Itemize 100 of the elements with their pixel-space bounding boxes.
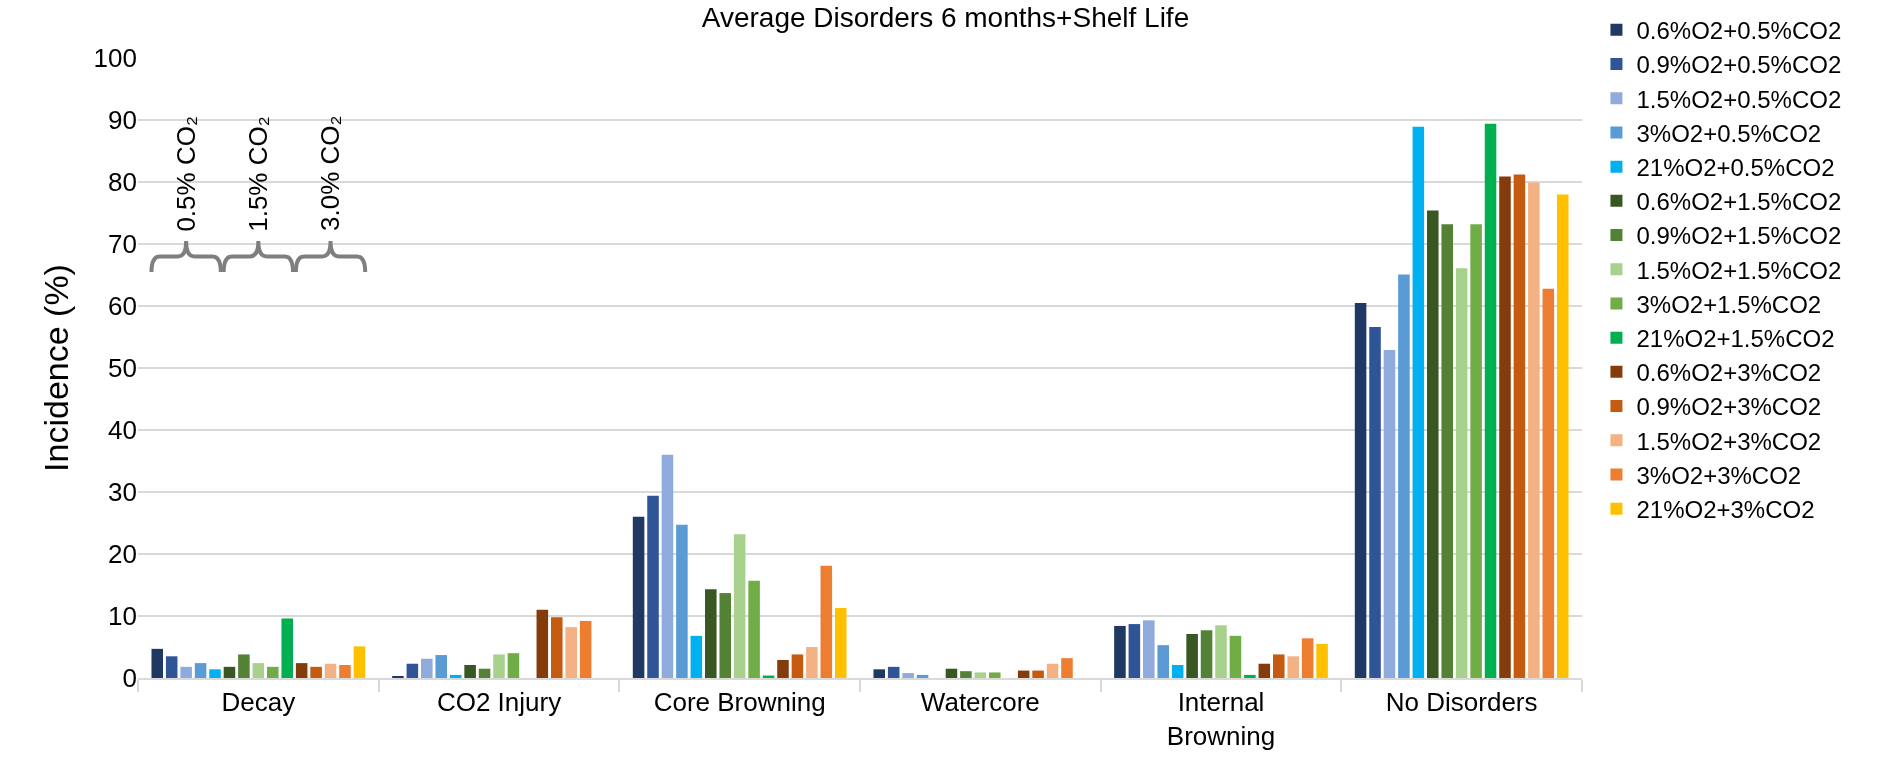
bar (887, 666, 900, 678)
bar (989, 672, 1001, 678)
bar (310, 666, 322, 678)
legend-label: 0.6%O2+1.5%CO2 (1636, 188, 1842, 216)
bar (1354, 302, 1367, 678)
bar (705, 589, 717, 678)
bar (1287, 656, 1299, 678)
bar (1369, 327, 1381, 678)
x-tick-label: No Disorders (1385, 686, 1538, 717)
bar (180, 666, 192, 678)
bar (493, 654, 505, 678)
legend-label: 0.9%O2+1.5%CO2 (1636, 222, 1842, 250)
legend-label: 1.5%O2+3%CO2 (1636, 427, 1822, 455)
bar (1499, 176, 1511, 678)
y-tick-label: 80 (108, 167, 137, 198)
bar (1229, 635, 1242, 678)
annotation: 3.0% CO₂ (315, 115, 346, 231)
bar (1484, 123, 1497, 678)
bar (1528, 182, 1540, 678)
bar (733, 534, 746, 678)
bar (267, 666, 279, 678)
bar (1200, 630, 1213, 678)
bar (507, 653, 520, 678)
legend-label: 0.9%O2+0.5%CO2 (1636, 51, 1842, 79)
bar (1046, 663, 1059, 678)
y-tick-label: 10 (108, 601, 137, 632)
x-tick-label: CO2 Injury (436, 686, 562, 717)
bar (1412, 126, 1425, 678)
bar (690, 635, 703, 678)
bar (194, 663, 207, 678)
bar (1470, 224, 1482, 678)
legend-label: 0.6%O2+3%CO2 (1636, 359, 1822, 387)
bar (1301, 638, 1314, 678)
bar (676, 524, 688, 678)
y-axis-title: Incidence (%) (37, 264, 76, 472)
bar (719, 593, 731, 678)
bar (916, 674, 929, 678)
y-tick-label: 90 (108, 105, 137, 136)
bar (1186, 633, 1198, 678)
bar (1157, 645, 1170, 678)
y-tick-label: 60 (108, 291, 137, 322)
bar (1032, 670, 1044, 678)
bar (1171, 664, 1184, 678)
legend-label: 1.5%O2+1.5%CO2 (1636, 256, 1842, 284)
x-tick-label: Core Browning (653, 686, 826, 717)
bar (238, 654, 250, 678)
y-tick-label: 30 (108, 477, 137, 508)
bar (209, 669, 221, 678)
bar (820, 565, 833, 678)
y-tick-label: 50 (108, 353, 137, 384)
legend-label: 1.5%O2+0.5%CO2 (1636, 85, 1842, 113)
bar (449, 674, 462, 678)
bar (151, 648, 164, 678)
annotation: 0.5% CO₂ (170, 116, 201, 232)
bar (1427, 210, 1439, 678)
legend-label: 21%O2+1.5%CO2 (1636, 324, 1835, 352)
bar (791, 654, 804, 678)
bar (565, 627, 577, 678)
bar (421, 658, 433, 678)
bar (1441, 224, 1453, 678)
bar (1128, 624, 1141, 678)
bar (406, 663, 419, 678)
y-tick-label: 20 (108, 539, 137, 570)
legend-label: 21%O2+3%CO2 (1636, 495, 1815, 523)
legend-label: 3%O2+1.5%CO2 (1636, 290, 1822, 318)
x-tick-label: Internal Browning (1166, 686, 1276, 751)
legend-label: 21%O2+0.5%CO2 (1636, 153, 1835, 181)
bar (324, 663, 337, 678)
bar (806, 647, 818, 678)
bar (661, 454, 674, 678)
y-tick-label: 100 (93, 43, 137, 74)
bar (223, 666, 236, 678)
bar (748, 580, 760, 678)
legend-label: 3%O2+3%CO2 (1636, 461, 1802, 489)
bar (1542, 288, 1555, 678)
bar (1114, 625, 1126, 678)
bar (1061, 658, 1073, 678)
bar (902, 673, 914, 678)
bar (464, 664, 476, 678)
bar (1556, 194, 1569, 678)
bar (647, 495, 659, 678)
legend-label: 3%O2+0.5%CO2 (1636, 119, 1822, 147)
bar (435, 655, 448, 678)
bar (1316, 643, 1328, 678)
bar (579, 620, 592, 678)
legend-label: 0.6%O2+0.5%CO2 (1636, 17, 1842, 45)
bar (339, 664, 351, 678)
bar (1513, 174, 1526, 678)
bar (632, 516, 645, 678)
y-tick-label: 0 (122, 663, 137, 694)
bar (536, 609, 549, 678)
y-tick-label: 70 (108, 229, 137, 260)
bar (974, 672, 987, 678)
chart-title: Average Disorders 6 months+Shelf Life (701, 2, 1190, 34)
legend-label: 0.9%O2+3%CO2 (1636, 393, 1822, 421)
bar (295, 663, 308, 678)
bar (1258, 663, 1271, 678)
bar (834, 607, 847, 678)
bar (1143, 620, 1155, 678)
bar (1244, 674, 1256, 678)
